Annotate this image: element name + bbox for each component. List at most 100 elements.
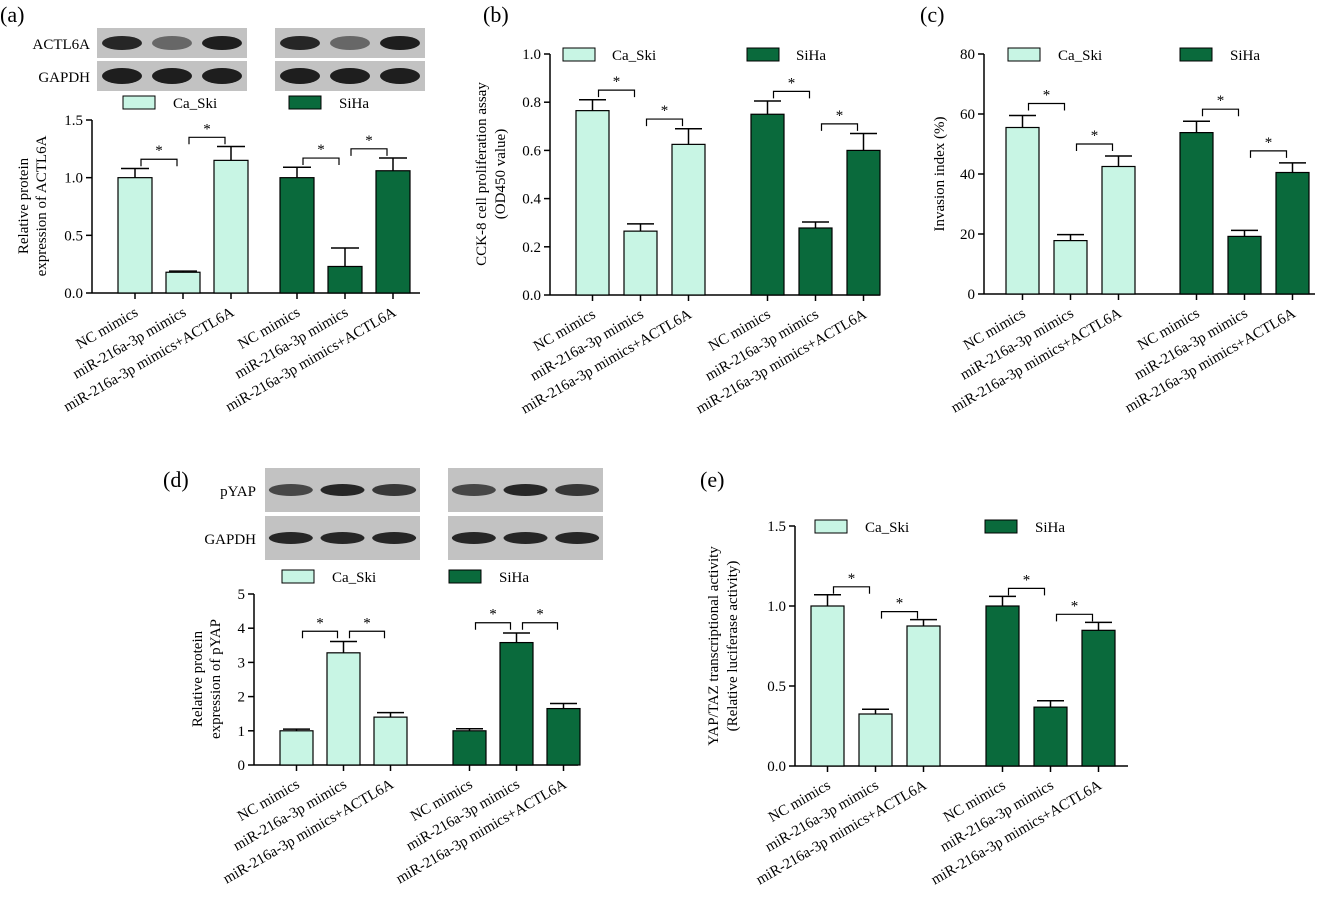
bar <box>1081 629 1116 767</box>
legend-swatch <box>1179 47 1213 62</box>
bar <box>1101 165 1136 295</box>
significance-bracket <box>880 611 919 619</box>
legend-label: SiHa <box>339 96 369 112</box>
y-axis-label: Relative protein <box>190 630 206 727</box>
blot-pyap-band <box>320 484 365 496</box>
bar <box>623 230 658 296</box>
legend-swatch <box>984 519 1018 534</box>
bar <box>117 177 153 294</box>
blot-label: pYAP <box>220 484 256 500</box>
y-tick-label: 3 <box>238 655 246 671</box>
bar <box>375 170 411 294</box>
bar <box>1275 171 1310 295</box>
significance-star: * <box>1265 135 1273 151</box>
blot-label: GAPDH <box>38 70 90 86</box>
legend-label: SiHa <box>499 570 529 586</box>
bar <box>326 652 361 766</box>
y-tick-label: 2 <box>238 690 246 706</box>
blot-gapdh-band <box>380 68 420 84</box>
bar <box>1227 235 1262 295</box>
significance-star: * <box>836 108 844 124</box>
y-tick-label: 0.5 <box>64 228 83 244</box>
y-axis-label: expression of ACTL6A <box>34 135 50 276</box>
blot-gapdh-band <box>202 68 242 84</box>
bar <box>846 149 881 296</box>
blot-pyap-band <box>503 484 548 496</box>
y-tick-label: 0.2 <box>522 240 541 256</box>
bar <box>1005 126 1040 295</box>
panel-label: (e) <box>700 467 724 492</box>
significance-bracket <box>832 586 871 594</box>
bar <box>985 605 1020 767</box>
significance-star: * <box>365 133 373 149</box>
bar <box>671 143 706 296</box>
legend-swatch <box>288 95 322 110</box>
blot-pyap-band <box>451 484 496 496</box>
y-axis-label: Relative protein <box>16 157 32 254</box>
legend-swatch <box>814 519 848 534</box>
legend-label: Ca_Ski <box>612 48 656 64</box>
significance-bracket <box>521 622 559 630</box>
legend-label: Ca_Ski <box>865 520 909 536</box>
significance-star: * <box>613 74 621 90</box>
significance-bracket <box>820 123 859 131</box>
significance-bracket <box>301 630 339 639</box>
legend-label: Ca_Ski <box>173 96 217 112</box>
legend-label: SiHa <box>796 48 826 64</box>
legend-swatch <box>562 47 596 62</box>
blot-pyap-band <box>372 484 417 496</box>
y-tick-label: 0.6 <box>522 143 541 159</box>
y-tick-label: 1 <box>238 724 246 740</box>
bar <box>279 177 315 294</box>
bar <box>1033 706 1068 767</box>
y-axis-label: CCK-8 cell proliferation assay <box>474 82 490 266</box>
y-axis-label: YAP/TAZ transcriptional activity <box>706 546 722 746</box>
significance-bracket <box>350 148 388 156</box>
legend-swatch <box>281 569 315 584</box>
significance-bracket <box>772 90 811 99</box>
chart-panel-c: (c) 0 20 40 60 80 Invasion index (%) Ca_Ski SiHa… <box>920 2 1315 416</box>
significance-bracket <box>348 630 386 639</box>
legend-swatch <box>448 569 482 584</box>
y-tick-label: 0.5 <box>767 679 786 695</box>
bar <box>1179 132 1214 295</box>
y-tick-label: 0 <box>968 287 976 303</box>
chart-panel-b: (b) 0.0 0.2 0.4 0.6 0.8 1.0 CCK-8 cell prolifer… <box>474 2 881 417</box>
significance-bracket <box>1007 587 1046 596</box>
blot-gapdh-band <box>280 68 320 84</box>
y-axis-label: (Relative luciferase activity) <box>725 561 741 732</box>
panel-label: (b) <box>483 2 509 27</box>
chart-panel-d: (d) 0 1 2 3 4 5 Relative protein expression of p… <box>163 467 603 887</box>
y-axis-label: (OD450 value) <box>493 129 509 219</box>
bar <box>810 605 845 767</box>
blot-pyap-band <box>268 484 313 496</box>
bar <box>373 716 408 766</box>
blot-actl6a-band <box>102 36 142 50</box>
y-tick-label: 1.0 <box>522 47 541 63</box>
bar <box>575 110 610 296</box>
bar <box>327 265 363 294</box>
chart-panel-a: (a) 0.0 0.5 1.0 1.5 Relative protein expressio… <box>0 2 425 415</box>
y-tick-label: 4 <box>238 621 246 637</box>
legend-label: Ca_Ski <box>332 570 376 586</box>
y-tick-label: 0.0 <box>767 759 786 775</box>
blot-actl6a-band <box>280 36 320 50</box>
y-tick-label: 20 <box>960 227 975 243</box>
blot-gapdh-band <box>102 68 142 84</box>
blot-actl6a-band <box>330 36 370 50</box>
bar <box>165 271 201 294</box>
significance-bracket <box>474 622 512 630</box>
significance-star: * <box>1023 572 1031 588</box>
blot-actl6a-band <box>152 36 192 50</box>
significance-star: * <box>1217 93 1225 109</box>
significance-star: * <box>661 103 669 119</box>
significance-bracket <box>1249 150 1288 158</box>
y-tick-label: 1.5 <box>767 519 786 535</box>
blot-label: ACTL6A <box>33 37 91 53</box>
legend-swatch <box>746 47 780 62</box>
significance-star: * <box>1091 128 1099 144</box>
significance-star: * <box>788 75 796 91</box>
significance-bracket <box>645 118 684 127</box>
y-axis-label: Invasion index (%) <box>932 117 948 232</box>
y-tick-label: 0 <box>238 758 246 774</box>
